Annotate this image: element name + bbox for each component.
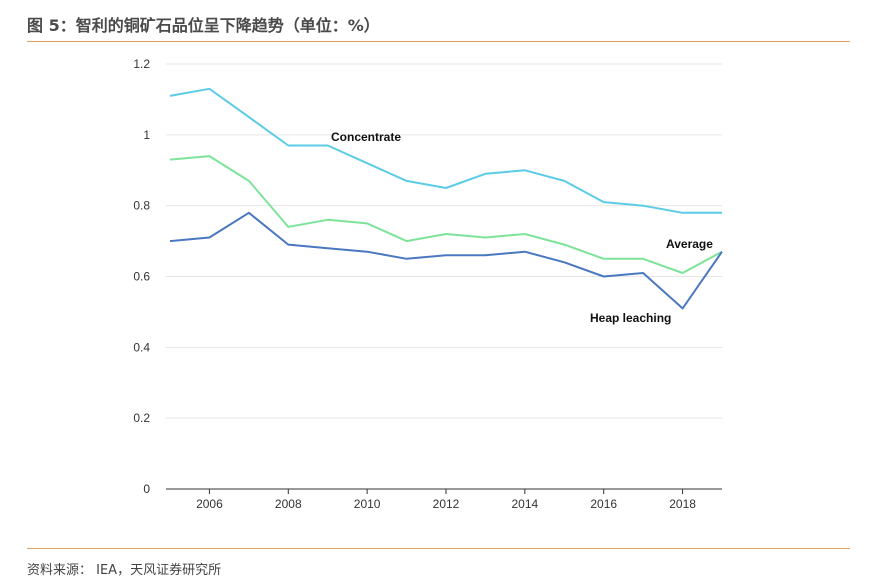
y-tick-label: 1 xyxy=(143,128,150,142)
series-line-heap-leaching xyxy=(169,211,723,310)
x-tick-label: 2012 xyxy=(433,497,460,511)
x-axis: 2006 2008 2010 2012 2014 2016 2018 xyxy=(166,488,722,511)
footer-divider xyxy=(27,548,850,549)
x-tick-label: 2010 xyxy=(354,497,381,511)
x-tick-label: 2018 xyxy=(669,497,696,511)
x-tick-label: 2006 xyxy=(196,497,223,511)
y-tick-label: 1.2 xyxy=(133,57,150,71)
y-tick-label: 0 xyxy=(143,482,150,496)
grid-lines xyxy=(166,63,722,419)
y-tick-label: 0.2 xyxy=(133,411,150,425)
title-divider xyxy=(27,41,850,42)
y-tick-label: 0.4 xyxy=(133,340,150,354)
series-label-concentrate: Concentrate xyxy=(331,130,401,144)
series-line-concentrate xyxy=(169,87,722,214)
x-tick-label: 2014 xyxy=(512,497,539,511)
series-lines xyxy=(169,87,723,310)
series-label-heap-leaching: Heap leaching xyxy=(590,311,671,325)
figure-title: 图 5：智利的铜矿石品位呈下降趋势（单位：%） xyxy=(27,16,380,35)
series-labels: Concentrate Average Heap leaching xyxy=(331,130,713,325)
x-tick-label: 2008 xyxy=(275,497,302,511)
y-axis-ticks: 0 0.2 0.4 0.6 0.8 1 1.2 xyxy=(133,57,150,496)
x-tick-label: 2016 xyxy=(590,497,617,511)
y-tick-label: 0.8 xyxy=(133,199,150,213)
y-tick-label: 0.6 xyxy=(133,270,150,284)
series-line-average xyxy=(169,155,723,274)
source-note: 资料来源： IEA，天风证券研究所 xyxy=(27,563,222,578)
series-label-average: Average xyxy=(666,237,713,251)
